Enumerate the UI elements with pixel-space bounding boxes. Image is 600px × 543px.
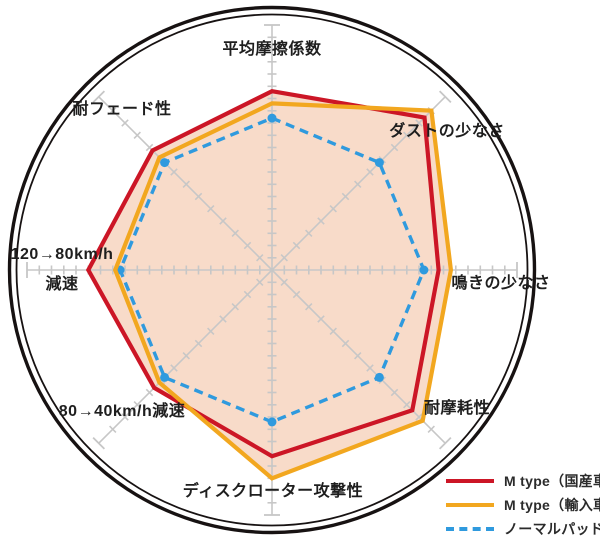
axis-endcap-5 — [92, 436, 106, 450]
series-point-2 — [374, 158, 384, 168]
axis-tick — [305, 229, 313, 237]
axis-tick — [329, 327, 337, 335]
axis-tick — [403, 131, 411, 139]
axis-label-rotor-attack: ディスクローター攻撃性 — [182, 483, 364, 500]
axis-tick — [280, 254, 288, 262]
series-point-2 — [267, 417, 277, 427]
series-point-2 — [419, 265, 429, 275]
series-line-0 — [85, 89, 441, 459]
axis-tick — [403, 401, 411, 409]
axis-tick — [109, 425, 117, 433]
axis-tick — [133, 401, 141, 409]
axis-tick — [341, 339, 350, 348]
axis-endcap-1 — [438, 90, 452, 104]
axis-line-3 — [271, 269, 446, 444]
axis-tick — [121, 119, 129, 127]
legend-label-mtype-domestic: M type（国産車） — [504, 473, 600, 489]
series-point-2 — [160, 158, 170, 168]
axis-label-decel-80-40: 80→40km/h減速 — [58, 403, 186, 420]
axis-endcap-7 — [92, 90, 106, 104]
axis-tick — [207, 205, 215, 213]
axis-tick — [427, 425, 435, 433]
legend-label-mtype-import: M type（輸入車） — [504, 497, 600, 513]
axis-tick — [182, 180, 190, 188]
axis-tick — [170, 364, 178, 372]
axis-label-low-squeal: 鳴きの少なさ — [451, 275, 551, 292]
legend-line-blue-dashed — [446, 527, 494, 531]
axis-tick — [317, 315, 325, 323]
axis-tick — [317, 217, 325, 225]
axis-label-wear: 耐摩耗性 — [423, 400, 491, 417]
axis-tick — [231, 229, 239, 237]
legend-line-orange — [446, 503, 494, 507]
legend-item-normal-pad: ノーマルパッド — [446, 517, 600, 541]
axis-line-7 — [98, 96, 273, 271]
axis-tick — [415, 413, 423, 421]
axis-tick — [182, 352, 190, 360]
axis-tick — [292, 290, 301, 299]
series-point-2 — [267, 113, 277, 123]
axis-tick — [390, 388, 399, 397]
axis-tick — [256, 254, 264, 262]
axis-tick — [194, 192, 203, 201]
axis-tick — [170, 168, 178, 176]
axis-tick — [121, 413, 129, 421]
axis-label-low-dust: ダストの少なさ — [389, 123, 505, 140]
series-point-2 — [374, 372, 384, 382]
axis-tick — [109, 107, 117, 115]
axis-label-fade: 耐フェード性 — [72, 101, 172, 118]
radar-axes-layer — [26, 24, 518, 516]
axis-tick — [207, 327, 215, 335]
axis-tick — [415, 119, 423, 127]
legend-label-normal-pad: ノーマルパッド — [504, 521, 600, 537]
axis-tick — [231, 303, 239, 311]
axis-tick — [280, 278, 288, 286]
axis-tick — [145, 143, 154, 152]
axis-tick — [194, 339, 203, 348]
axis-tick — [256, 278, 264, 286]
axis-tick — [354, 352, 362, 360]
legend-item-mtype-domestic: M type（国産車） — [446, 469, 600, 493]
axis-tick — [243, 241, 252, 250]
axis-tick — [133, 131, 141, 139]
axis-label-decel-120-80-line1: 120→80km/h — [10, 246, 114, 263]
series-point-2 — [160, 372, 170, 382]
axis-tick — [243, 290, 252, 299]
outer-ring-circle — [7, 5, 537, 535]
legend: M type（国産車） M type（輸入車） ノーマルパッド — [446, 469, 600, 541]
axis-tick — [145, 388, 154, 397]
inner-ring-circle — [15, 13, 529, 527]
legend-item-mtype-import: M type（輸入車） — [446, 493, 600, 517]
axis-tick — [292, 241, 301, 250]
axis-tick — [219, 315, 227, 323]
axis-label-decel-120-80-line2: 減速 — [45, 276, 79, 293]
axis-label-decel-120-80: 120→80km/h 減速 — [11, 240, 114, 300]
axis-label-friction: 平均摩擦係数 — [222, 41, 322, 58]
axis-tick — [366, 364, 374, 372]
axis-line-5 — [98, 269, 273, 444]
axis-tick — [354, 180, 362, 188]
axis-tick — [219, 217, 227, 225]
axis-tick — [341, 192, 350, 201]
series-line-1 — [112, 101, 454, 481]
axis-tick — [366, 168, 374, 176]
radar-series-layer — [85, 89, 454, 481]
axis-endcap-3 — [438, 436, 452, 450]
axis-tick — [390, 143, 399, 152]
axis-tick — [305, 303, 313, 311]
axis-tick — [329, 205, 337, 213]
legend-line-red — [446, 479, 494, 483]
axis-line-1 — [271, 96, 446, 271]
